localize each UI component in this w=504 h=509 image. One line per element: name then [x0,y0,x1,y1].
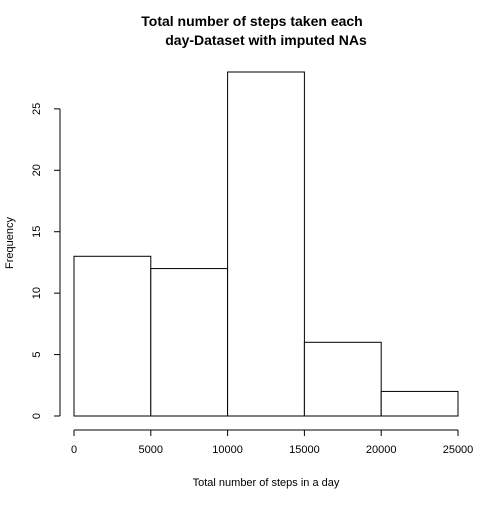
y-tick-label-3: 15 [31,226,43,238]
chart-title-line-2: day-Dataset with imputed NAs [165,32,367,48]
x-axis: 0 5000 10000 15000 20000 25000 [71,429,474,456]
y-axis-label: Frequency [4,217,16,269]
x-tick-label-1: 5000 [139,444,163,456]
x-tick-label-2: 10000 [212,444,243,456]
y-axis: 0 5 10 15 20 25 [31,103,61,419]
chart-title-line-1: Total number of steps taken each [141,13,362,29]
histogram-bar-4 [380,390,459,417]
histogram-bar-2 [227,71,305,417]
x-tick-label-5: 25000 [443,444,474,456]
x-tick-label-0: 0 [71,444,77,456]
y-tick-label-4: 20 [31,164,43,176]
histogram-bar-1 [150,268,229,417]
y-tick-label-1: 5 [31,352,43,358]
y-tick-label-5: 25 [31,103,43,115]
bars-group [73,71,459,417]
histogram-bar-0 [73,255,152,417]
y-tick-label-0: 0 [31,413,43,419]
x-tick-label-3: 15000 [289,444,320,456]
histogram-bar-3 [303,341,382,417]
y-tick-label-2: 10 [31,287,43,299]
x-axis-label: Total number of steps in a day [193,477,340,489]
x-tick-label-4: 20000 [366,444,397,456]
